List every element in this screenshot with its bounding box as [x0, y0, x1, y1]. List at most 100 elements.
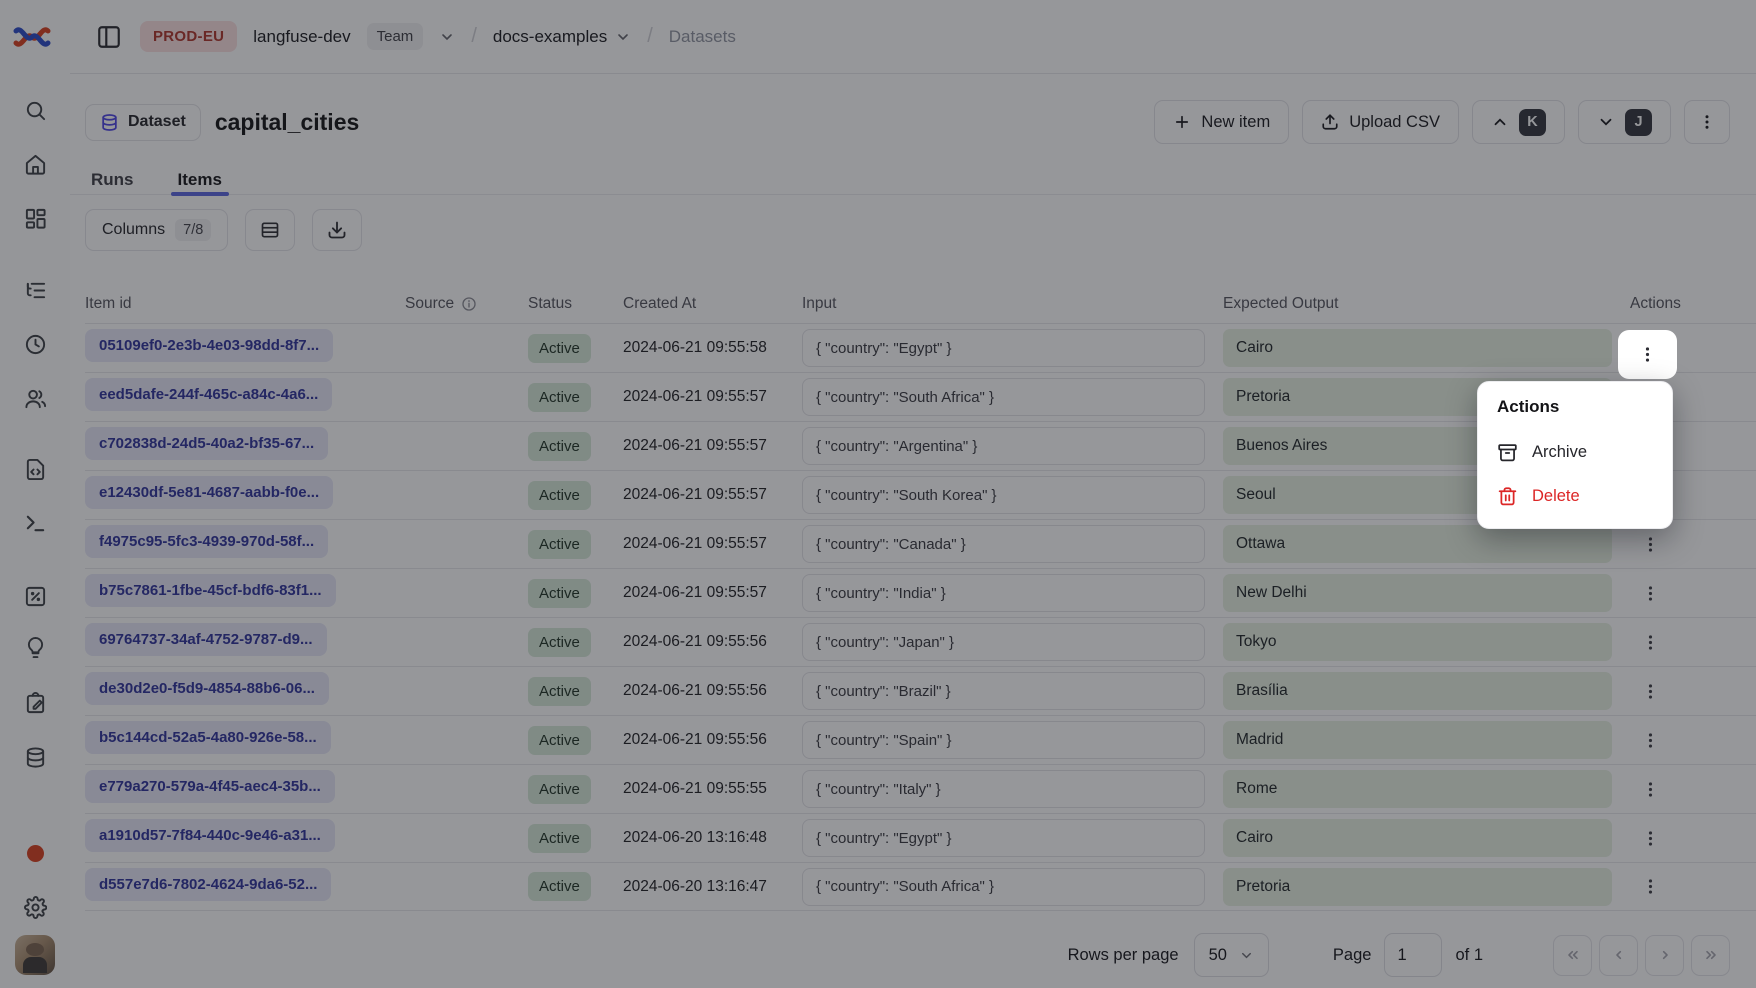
table-row: de30d2e0-f5d9-4854-88b6-06... Active 202…	[85, 666, 1756, 715]
page-label: Page	[1332, 945, 1372, 964]
col-header-actions: Actions	[1630, 295, 1681, 312]
status-dot	[23, 841, 47, 865]
archive-label: Archive	[1532, 442, 1588, 461]
kebab-menu-icon	[1648, 683, 1652, 699]
dataset-more-actions-button[interactable]	[1684, 100, 1730, 144]
status-badge: Active	[528, 480, 591, 510]
prev-page-button[interactable]	[1599, 934, 1638, 976]
row-actions-button[interactable]	[1632, 526, 1668, 562]
new-item-button[interactable]: New item	[1154, 100, 1290, 144]
item-id-pill[interactable]: c702838d-24d5-40a2-bf35-67...	[85, 427, 329, 460]
columns-button[interactable]: Columns 7/8	[85, 209, 229, 251]
item-id-pill[interactable]: d557e7d6-7802-4624-9da6-52...	[85, 867, 332, 901]
next-page-button[interactable]	[1645, 934, 1684, 976]
breadcrumb-org[interactable]: langfuse-dev	[253, 26, 351, 46]
kebab-menu-icon	[1648, 879, 1652, 894]
scores-percent-icon[interactable]	[23, 584, 47, 608]
database-icon	[102, 113, 117, 131]
breadcrumb-section[interactable]: Datasets	[668, 26, 736, 46]
home-icon[interactable]	[23, 152, 47, 176]
row-actions-button[interactable]	[1632, 771, 1668, 807]
annotation-clipboard-pen-icon[interactable]	[23, 691, 47, 715]
chevron-down-icon	[1600, 118, 1612, 126]
input-cell: { "country": "Japan" }	[802, 623, 1205, 661]
org-type-selector[interactable]: Team	[366, 23, 424, 50]
kebab-menu-icon	[1648, 830, 1652, 846]
status-badge: Active	[528, 872, 591, 901]
row-actions-button[interactable]	[1632, 869, 1668, 905]
rows-per-page-label: Rows per page	[1067, 945, 1179, 964]
status-badge: Active	[528, 431, 591, 461]
item-id-pill[interactable]: b5c144cd-52a5-4a80-926e-58...	[85, 721, 331, 754]
info-icon[interactable]	[461, 296, 477, 312]
pagination-footer: Rows per page 50 Page of 1	[70, 922, 1756, 988]
item-id-pill[interactable]: 05109ef0-2e3b-4e03-98dd-8f7...	[85, 329, 334, 362]
next-item-button[interactable]: J	[1578, 100, 1671, 144]
rows-per-page-value: 50	[1208, 945, 1227, 964]
menu-item-delete[interactable]: Delete	[1478, 474, 1672, 518]
breadcrumb-project[interactable]: docs-examples	[493, 27, 631, 47]
input-cell: { "country": "Italy" }	[802, 770, 1205, 808]
kebab-menu-icon	[1648, 634, 1652, 650]
menu-item-archive[interactable]: Archive	[1478, 430, 1672, 474]
item-id-pill[interactable]: a1910d57-7f84-440c-9e46-a31...	[85, 819, 335, 852]
row-actions-button[interactable]	[1632, 624, 1668, 660]
expected-output-cell: Tokyo	[1223, 623, 1612, 661]
dashboard-grid-icon[interactable]	[23, 206, 47, 230]
user-avatar[interactable]	[15, 935, 55, 975]
last-page-button[interactable]	[1691, 934, 1730, 976]
sessions-clock-icon[interactable]	[23, 332, 47, 356]
first-page-button[interactable]	[1553, 934, 1592, 976]
settings-gear-icon[interactable]	[23, 895, 47, 919]
input-cell: { "country": "Spain" }	[802, 721, 1205, 759]
row-actions-button[interactable]	[1632, 575, 1668, 611]
row-actions-menu: Actions Archive Delete	[1477, 381, 1673, 529]
item-id-pill[interactable]: b75c7861-1fbe-45cf-bdf6-83f1...	[85, 574, 336, 607]
chevron-down-icon[interactable]	[439, 29, 455, 45]
row-actions-button-active[interactable]	[1618, 330, 1677, 379]
row-actions-button[interactable]	[1632, 722, 1668, 758]
page-number-input[interactable]	[1384, 933, 1443, 977]
col-header-source: Source	[405, 295, 528, 313]
created-at-cell: 2024-06-21 09:55:57	[623, 388, 767, 405]
environment-badge: PROD-EU	[140, 21, 238, 52]
header-actions: New item Upload CSV K J	[1154, 100, 1730, 144]
datasets-database-icon[interactable]	[23, 745, 47, 769]
previous-item-button[interactable]: K	[1472, 100, 1565, 144]
upload-csv-button[interactable]: Upload CSV	[1302, 100, 1459, 144]
tab-items[interactable]: Items	[170, 170, 230, 196]
row-actions-button[interactable]	[1632, 673, 1668, 709]
prompts-file-code-icon[interactable]	[23, 457, 47, 481]
playground-terminal-icon[interactable]	[23, 511, 47, 535]
export-button[interactable]	[312, 209, 363, 251]
table-row: e779a270-579a-4f45-aec4-35b... Active 20…	[85, 764, 1756, 813]
item-id-pill[interactable]: eed5dafe-244f-465c-a84c-4a6...	[85, 378, 333, 411]
users-icon[interactable]	[23, 386, 47, 410]
sidebar-toggle-icon[interactable]	[94, 22, 124, 52]
expected-output-cell: Cairo	[1223, 819, 1612, 857]
input-cell: { "country": "South Africa" }	[802, 378, 1205, 416]
table-row: b75c7861-1fbe-45cf-bdf6-83f1... Active 2…	[85, 568, 1756, 617]
kebab-menu-icon	[1645, 347, 1650, 362]
status-badge: Active	[528, 333, 591, 363]
evaluation-lightbulb-icon[interactable]	[23, 635, 47, 659]
input-cell: { "country": "India" }	[802, 574, 1205, 612]
shortcut-j-badge: J	[1625, 108, 1652, 136]
breadcrumb-separator: /	[647, 25, 653, 47]
rows-per-page-select[interactable]: 50	[1193, 933, 1269, 977]
search-icon[interactable]	[23, 98, 47, 122]
tab-runs[interactable]: Runs	[91, 170, 134, 189]
expected-output-cell: Madrid	[1223, 721, 1612, 759]
delete-label: Delete	[1532, 486, 1580, 505]
item-id-pill[interactable]: de30d2e0-f5d9-4854-88b6-06...	[85, 672, 329, 705]
item-id-pill[interactable]: f4975c95-5fc3-4939-970d-58f...	[85, 525, 329, 558]
tracing-tree-icon[interactable]	[23, 278, 47, 302]
row-actions-button[interactable]	[1632, 820, 1668, 856]
row-height-button[interactable]	[245, 209, 296, 251]
created-at-cell: 2024-06-20 13:16:47	[623, 877, 767, 895]
item-id-pill[interactable]: 69764737-34af-4752-9787-d9...	[85, 623, 327, 656]
item-id-pill[interactable]: e779a270-579a-4f45-aec4-35b...	[85, 770, 335, 803]
expected-output-cell: Cairo	[1223, 329, 1612, 367]
item-id-pill[interactable]: e12430df-5e81-4687-aabb-f0e...	[85, 476, 334, 509]
